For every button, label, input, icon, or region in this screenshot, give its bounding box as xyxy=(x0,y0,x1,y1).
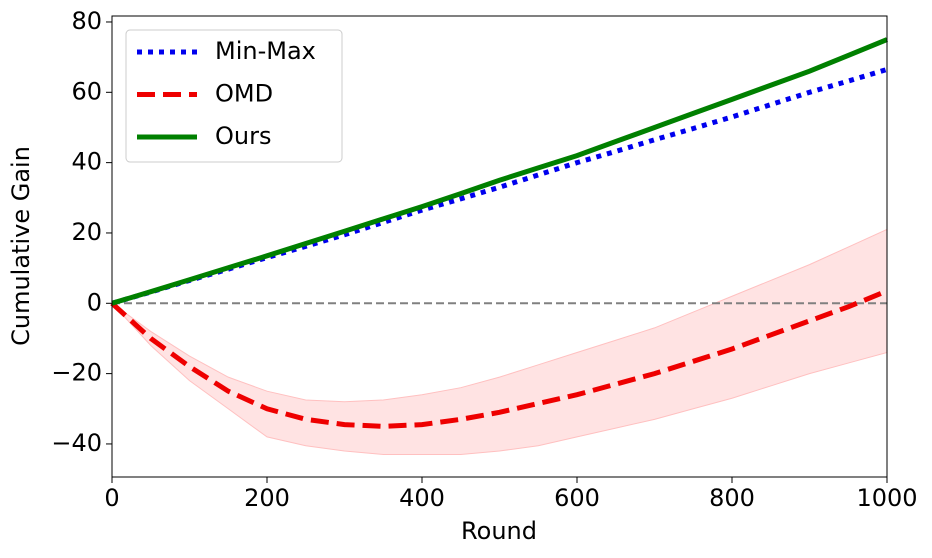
y-axis-label: Cumulative Gain xyxy=(7,146,35,346)
legend-label: Min-Max xyxy=(215,37,316,65)
x-tick-label: 0 xyxy=(104,484,119,512)
x-tick-label: 200 xyxy=(244,484,290,512)
y-tick-label: 20 xyxy=(71,218,102,246)
x-tick-label: 1000 xyxy=(856,484,917,512)
x-tick-label: 600 xyxy=(554,484,600,512)
x-tick-label: 800 xyxy=(709,484,755,512)
x-tick-label: 400 xyxy=(399,484,445,512)
plot-frame xyxy=(111,15,888,478)
x-axis-label: Round xyxy=(461,517,537,545)
y-tick-label: 40 xyxy=(71,148,102,176)
y-tick-label: 80 xyxy=(71,7,102,35)
legend-label: OMD xyxy=(215,80,273,108)
y-tick-label: 60 xyxy=(71,77,102,105)
y-tick-label: −20 xyxy=(51,359,102,387)
y-tick-label: 0 xyxy=(87,288,102,316)
series-line xyxy=(110,288,888,429)
series-line xyxy=(111,37,888,306)
legend-label: Ours xyxy=(215,122,271,150)
legend-box xyxy=(125,29,343,163)
confidence-band xyxy=(111,228,888,455)
y-tick-label: −40 xyxy=(51,429,102,457)
